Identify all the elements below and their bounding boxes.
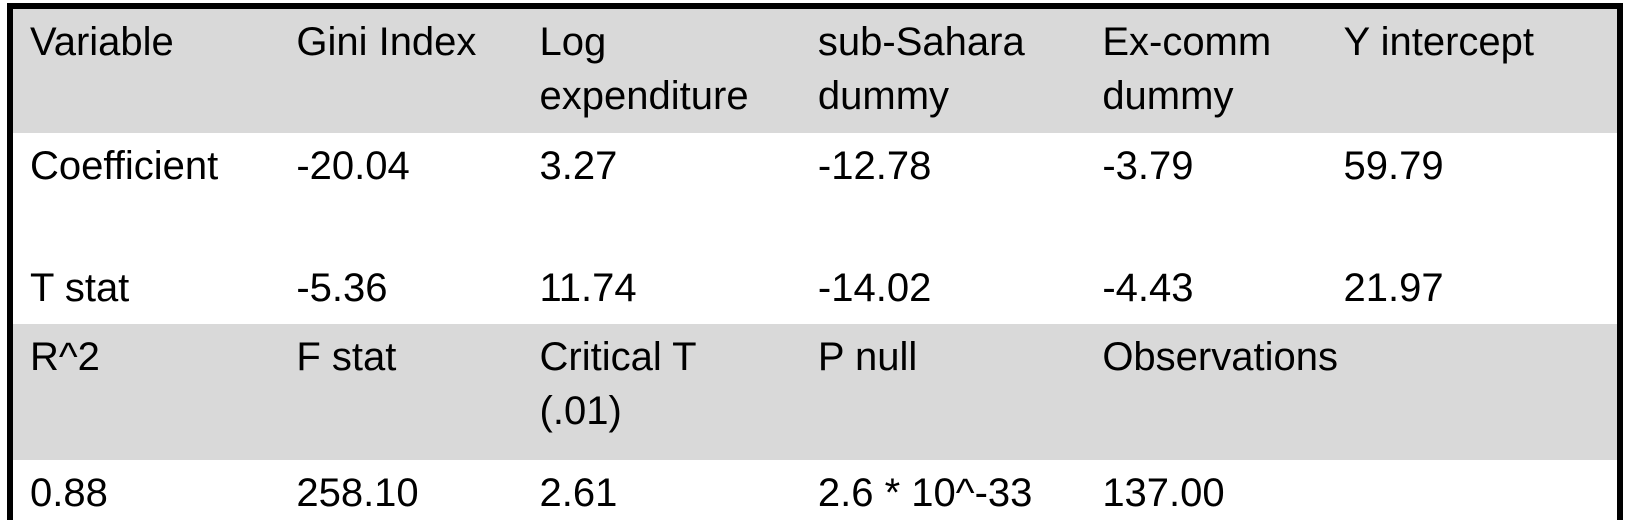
- header-cell-sub-sahara-dummy: sub-Sahara dummy: [800, 6, 1086, 133]
- t-stat-gini-index: -5.36: [279, 252, 523, 324]
- header-cell-ex-comm-dummy: Ex-comm dummy: [1085, 6, 1327, 133]
- header-cell-y-intercept-text: Y intercept: [1343, 20, 1535, 64]
- regression-results-table: Variable Gini Index Log expenditure sub-…: [7, 3, 1623, 520]
- model-stats-values-row: 0.88 258.10 2.61 2.6 * 10^-33 137.00: [10, 460, 1620, 520]
- header-cell-gini-index: Gini Index: [279, 6, 523, 133]
- stats-value-p-null: 2.6 * 10^-33: [800, 460, 1086, 520]
- stats-value-critical-t: 2.61: [522, 460, 801, 520]
- stats-value-f-stat: 258.10: [279, 460, 523, 520]
- header-cell-variable: Variable: [10, 6, 280, 133]
- header-cell-y-intercept: Y intercept: [1326, 6, 1620, 133]
- coefficient-row: Coefficient -20.04 3.27 -12.78 -3.79 59.…: [10, 133, 1620, 252]
- coefficient-log-expenditure: 3.27: [522, 133, 801, 252]
- t-stat-sub-sahara-dummy: -14.02: [800, 252, 1086, 324]
- t-stat-ex-comm-dummy: -4.43: [1085, 252, 1327, 324]
- coefficient-ex-comm-dummy: -3.79: [1085, 133, 1327, 252]
- model-stats-header-row: R^2 F stat Critical T (.01) P null Obser…: [10, 324, 1620, 460]
- stats-value-observations: 137.00: [1085, 460, 1620, 520]
- stats-header-observations: Observations: [1085, 324, 1620, 460]
- coefficient-row-label: Coefficient: [10, 133, 280, 252]
- t-stat-log-expenditure: 11.74: [522, 252, 801, 324]
- stats-header-f-stat: F stat: [279, 324, 523, 460]
- t-stat-row: T stat -5.36 11.74 -14.02 -4.43 21.97: [10, 252, 1620, 324]
- stats-header-r-squared: R^2: [10, 324, 280, 460]
- coefficient-y-intercept: 59.79: [1326, 133, 1620, 252]
- coefficient-sub-sahara-dummy: -12.78: [800, 133, 1086, 252]
- t-stat-row-label: T stat: [10, 252, 280, 324]
- t-stat-y-intercept: 21.97: [1326, 252, 1620, 324]
- header-row: Variable Gini Index Log expenditure sub-…: [10, 6, 1620, 133]
- stats-header-p-null: P null: [800, 324, 1086, 460]
- coefficient-gini-index: -20.04: [279, 133, 523, 252]
- stats-header-critical-t: Critical T (.01): [522, 324, 801, 460]
- stats-value-r-squared: 0.88: [10, 460, 280, 520]
- header-cell-log-expenditure: Log expenditure: [522, 6, 801, 133]
- stats-header-critical-t-text: Critical T (.01): [539, 335, 696, 433]
